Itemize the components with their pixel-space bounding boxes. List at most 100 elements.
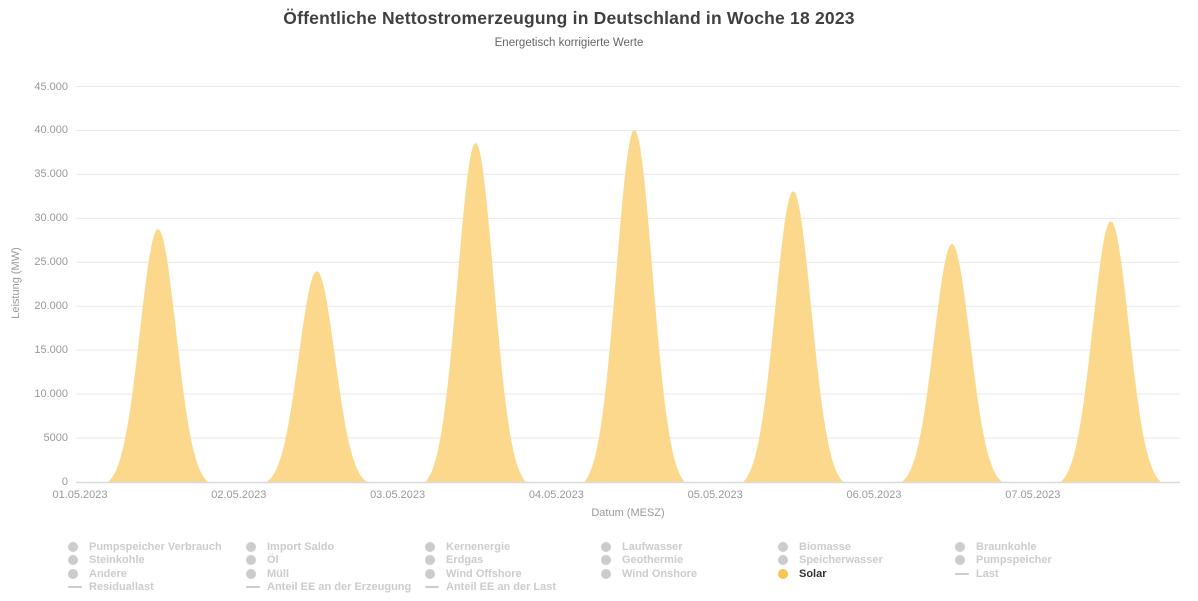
legend-item-wind-offshore[interactable]: Wind Offshore — [425, 567, 556, 581]
legend-marker — [246, 586, 260, 589]
legend-circle-marker-icon — [68, 568, 84, 579]
legend-marker — [601, 568, 611, 579]
legend-circle-marker-icon — [778, 541, 794, 552]
y-tick-label: 35.000 — [34, 168, 68, 181]
x-tick-label: 01.05.2023 — [52, 489, 108, 501]
legend-circle-marker-icon — [425, 555, 441, 566]
legend-marker — [955, 572, 969, 575]
y-axis-title: Leistung (MW) — [10, 247, 22, 319]
legend-item-label: Anteil EE an der Erzeugung — [267, 581, 412, 594]
legend-item-müll[interactable]: Müll — [246, 567, 411, 581]
y-tick-label: 15.000 — [34, 344, 68, 357]
legend-item-erdgas[interactable]: Erdgas — [425, 554, 556, 568]
legend-item-anteil-ee-an-der-erzeugung[interactable]: Anteil EE an der Erzeugung — [246, 581, 411, 595]
x-tick-label: 03.05.2023 — [370, 489, 426, 501]
legend-column-3: Kernenergie Erdgas Wind Offshore Anteil EE … — [425, 540, 556, 594]
legend-item-label: Braunkohle — [976, 540, 1037, 553]
legend-item-anteil-ee-an-der-last[interactable]: Anteil EE an der Last — [425, 581, 556, 595]
legend-circle-marker-icon — [601, 568, 617, 579]
legend-marker — [68, 541, 78, 552]
y-tick-label: 5000 — [43, 432, 68, 445]
y-tick-label: 0 — [61, 476, 68, 488]
solar-area-day-1 — [108, 228, 208, 482]
y-tick-label: 30.000 — [34, 212, 68, 225]
legend-circle-marker-icon — [68, 541, 84, 552]
legend-column-1: Pumpspeicher Verbrauch Steinkohle Andere Re… — [68, 540, 222, 594]
legend-item-label: Kernenergie — [446, 540, 511, 553]
legend-item-wind-onshore[interactable]: Wind Onshore — [601, 567, 697, 581]
legend-item-solar[interactable]: Solar — [778, 567, 883, 581]
legend-item-biomasse[interactable]: Biomasse — [778, 540, 883, 554]
legend-item-pumpspeicher-verbrauch[interactable]: Pumpspeicher Verbrauch — [68, 540, 222, 554]
legend-marker — [246, 568, 256, 579]
legend-item-label: Müll — [267, 567, 289, 580]
legend-item-label: Wind Offshore — [446, 567, 522, 580]
solar-area-day-3 — [425, 142, 526, 482]
y-tick-label: 25.000 — [34, 256, 68, 269]
legend-item-last[interactable]: Last — [955, 567, 1052, 581]
legend-circle-marker-icon — [955, 541, 971, 552]
legend-item-label: Speicherwasser — [799, 554, 883, 567]
x-tick-label: 02.05.2023 — [211, 489, 267, 501]
legend-marker — [425, 541, 435, 552]
legend-item-laufwasser[interactable]: Laufwasser — [601, 540, 697, 554]
legend-item-label: Pumpspeicher Verbrauch — [89, 540, 222, 553]
legend-circle-marker-icon — [425, 568, 441, 579]
y-tick-label: 45.000 — [34, 80, 68, 93]
legend-item-label: Wind Onshore — [622, 567, 698, 580]
legend-item-label: Geothermie — [622, 554, 684, 567]
x-axis-title: Datum (MESZ) — [591, 507, 665, 519]
solar-area-day-4 — [584, 129, 685, 482]
legend-column-2: Import Saldo Öl Müll Anteil EE an der Erzeu… — [246, 540, 411, 594]
legend-item-label: Steinkohle — [89, 554, 145, 567]
solar-area-day-6 — [902, 243, 1002, 482]
legend-item-steinkohle[interactable]: Steinkohle — [68, 554, 222, 568]
legend-item-label: Andere — [89, 567, 127, 580]
legend-circle-marker-icon — [601, 555, 617, 566]
legend-item-öl[interactable]: Öl — [246, 554, 411, 568]
legend-marker — [246, 555, 256, 566]
legend-marker — [68, 568, 78, 579]
legend-circle-marker-icon — [778, 568, 794, 579]
legend-circle-marker-icon — [778, 555, 794, 566]
legend-marker — [955, 541, 965, 552]
legend-item-andere[interactable]: Andere — [68, 567, 222, 581]
legend-marker — [68, 555, 78, 566]
legend-item-label: Erdgas — [446, 554, 484, 567]
legend-item-label: Öl — [267, 554, 279, 567]
solar-area-day-7 — [1060, 221, 1161, 482]
legend-marker — [778, 541, 788, 552]
chart-subtitle: Energetisch korrigierte Werte — [494, 37, 644, 49]
legend-item-label: Laufwasser — [622, 540, 683, 553]
legend-circle-marker-icon — [425, 541, 441, 552]
legend-item-pumpspeicher[interactable]: Pumpspeicher — [955, 554, 1052, 568]
legend-circle-marker-icon — [246, 568, 262, 579]
x-tick-label: 05.05.2023 — [687, 489, 743, 501]
legend-line-marker-icon — [425, 586, 441, 589]
solar-area-day-2 — [266, 271, 367, 482]
legend-column-5: Biomasse Speicherwasser Solar — [778, 540, 883, 581]
y-tick-label: 40.000 — [34, 124, 68, 137]
legend-circle-marker-icon — [246, 541, 262, 552]
legend-item-geothermie[interactable]: Geothermie — [601, 554, 697, 568]
x-tick-label: 06.05.2023 — [846, 489, 902, 501]
legend-line-marker-icon — [955, 572, 971, 575]
chart-title: Öffentliche Nettostromerzeugung in Deuts… — [283, 8, 855, 28]
legend-item-label: Pumpspeicher — [976, 554, 1052, 567]
legend-item-speicherwasser[interactable]: Speicherwasser — [778, 554, 883, 568]
legend-item-label: Last — [976, 567, 999, 580]
legend-item-import-saldo[interactable]: Import Saldo — [246, 540, 411, 554]
legend-circle-marker-icon — [955, 555, 971, 566]
legend-item-residuallast[interactable]: Residuallast — [68, 581, 222, 595]
legend-item-label: Residuallast — [89, 581, 154, 594]
legend-line-marker-icon — [68, 586, 84, 589]
legend-item-kernenergie[interactable]: Kernenergie — [425, 540, 556, 554]
legend-item-braunkohle[interactable]: Braunkohle — [955, 540, 1052, 554]
x-tick-label: 07.05.2023 — [1005, 489, 1061, 501]
legend-circle-marker-icon — [601, 541, 617, 552]
legend-item-label: Biomasse — [799, 540, 851, 553]
legend-marker — [778, 555, 788, 566]
legend-item-label: Solar — [799, 567, 827, 580]
